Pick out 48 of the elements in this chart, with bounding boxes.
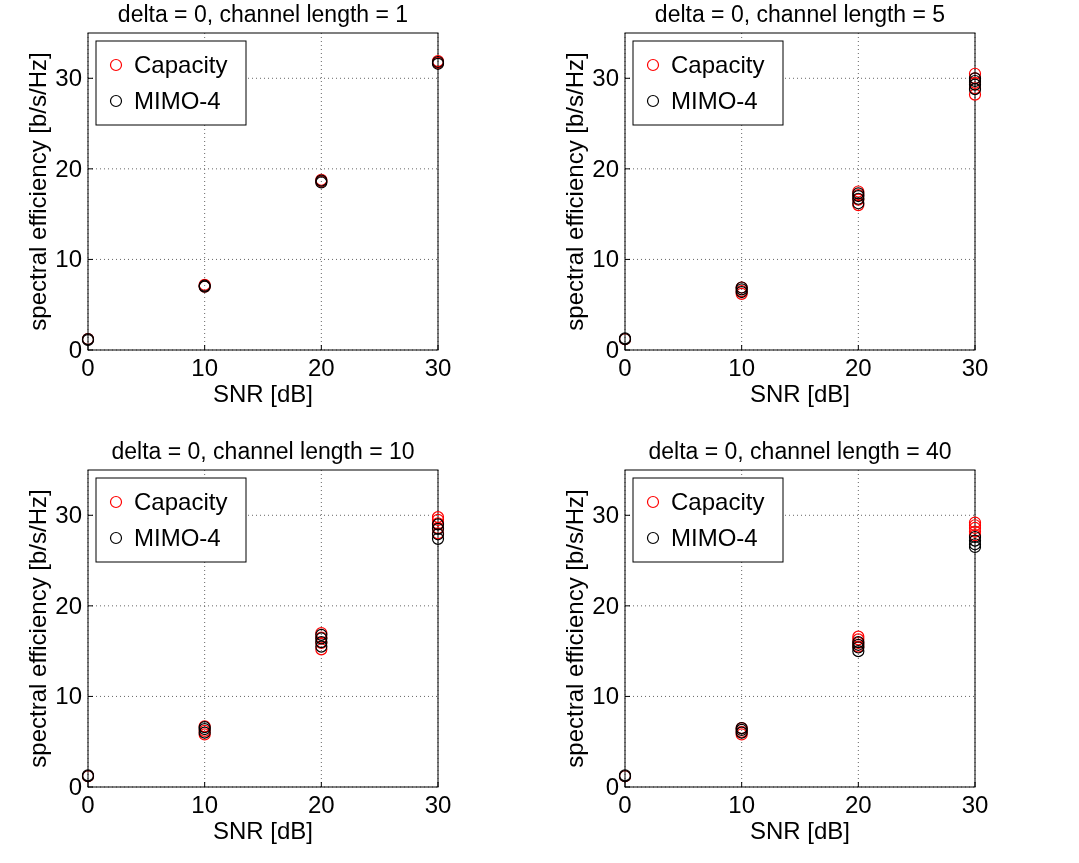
x-tick-label: 10 — [191, 354, 219, 381]
y-tick-label: 20 — [55, 154, 82, 182]
y-tick-label: 20 — [592, 154, 619, 182]
y-tick-label: 10 — [55, 682, 82, 710]
y-tick-label: 10 — [55, 245, 82, 273]
legend-label: MIMO-4 — [671, 524, 758, 551]
x-tick-label: 30 — [424, 791, 452, 818]
y-tick-label: 0 — [68, 773, 82, 800]
chart-title: delta = 0, channel length = 1 — [117, 1, 409, 27]
y-tick-label: 30 — [592, 64, 619, 92]
x-tick-label: 10 — [728, 791, 756, 818]
y-tick-label: 0 — [68, 336, 82, 363]
chart-title: delta = 0, channel length = 40 — [648, 438, 952, 464]
y-tick-label: 10 — [592, 245, 619, 273]
y-tick-label: 30 — [55, 501, 82, 529]
x-tick-label: 20 — [307, 791, 335, 818]
x-axis-title: SNR [dB] — [212, 380, 314, 407]
x-axis-title: SNR [dB] — [749, 380, 851, 407]
x-tick-label: 30 — [961, 791, 989, 818]
y-tick-label: 0 — [605, 336, 619, 363]
legend-label: Capacity — [671, 488, 765, 515]
y-tick-label: 20 — [55, 591, 82, 619]
x-tick-label: 20 — [844, 791, 872, 818]
y-axis-title: spectral efficiency [b/s/Hz] — [561, 489, 588, 768]
y-tick-label: 20 — [592, 591, 619, 619]
x-axis-title: SNR [dB] — [212, 817, 314, 844]
y-axis-title: spectral efficiency [b/s/Hz] — [24, 489, 51, 768]
y-tick-label: 30 — [592, 501, 619, 529]
y-tick-label: 0 — [605, 773, 619, 800]
x-axis-title: SNR [dB] — [749, 817, 851, 844]
chart-title: delta = 0, channel length = 10 — [111, 438, 415, 464]
x-tick-label: 30 — [961, 354, 989, 381]
y-tick-label: 30 — [55, 64, 82, 92]
legend-label: MIMO-4 — [671, 87, 758, 114]
y-axis-title: spectral efficiency [b/s/Hz] — [24, 52, 51, 331]
y-tick-label: 10 — [592, 682, 619, 710]
legend-label: Capacity — [671, 51, 765, 78]
chart-title: delta = 0, channel length = 5 — [654, 1, 946, 27]
x-tick-label: 20 — [307, 354, 335, 381]
legend-label: Capacity — [134, 488, 228, 515]
legend-label: MIMO-4 — [134, 524, 221, 551]
y-axis-title: spectral efficiency [b/s/Hz] — [561, 52, 588, 331]
x-tick-label: 10 — [191, 791, 219, 818]
legend-label: MIMO-4 — [134, 87, 221, 114]
legend-label: Capacity — [134, 51, 228, 78]
x-tick-label: 20 — [844, 354, 872, 381]
x-tick-label: 30 — [424, 354, 452, 381]
x-tick-label: 10 — [728, 354, 756, 381]
